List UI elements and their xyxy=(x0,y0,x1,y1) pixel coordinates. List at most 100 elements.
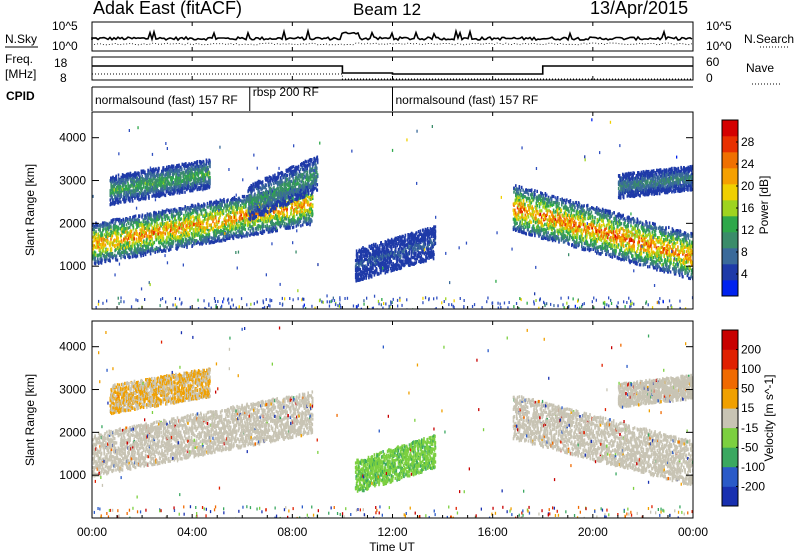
power-cell xyxy=(166,208,168,212)
power-cell xyxy=(194,186,197,190)
power-cell xyxy=(201,204,203,208)
power-cell xyxy=(294,209,297,213)
power-cell xyxy=(285,197,287,201)
power-cell xyxy=(128,191,131,195)
power-cell xyxy=(258,195,260,199)
power-cell xyxy=(109,252,111,256)
power-cell xyxy=(183,219,185,223)
power-cell xyxy=(214,216,217,220)
power-cell xyxy=(208,241,211,245)
power-cell xyxy=(240,209,242,214)
power-cell xyxy=(125,236,127,240)
power-cell xyxy=(269,211,271,215)
power-cell xyxy=(111,188,113,192)
power-cell xyxy=(227,236,229,240)
cpid-segment-label: normalsound (fast) 157 RF xyxy=(396,93,539,107)
power-cell xyxy=(149,179,151,183)
power-cell xyxy=(121,250,124,255)
power-cell xyxy=(225,237,228,241)
power-cell xyxy=(153,231,155,235)
power-cell xyxy=(301,195,303,199)
power-cell xyxy=(152,249,155,253)
power-cell xyxy=(212,226,215,230)
power-cell xyxy=(97,257,99,261)
power-cell xyxy=(139,232,142,236)
power-cell xyxy=(181,207,184,211)
power-cell xyxy=(118,194,120,198)
power-cell xyxy=(124,200,127,204)
power-cell xyxy=(143,181,145,185)
power-cell xyxy=(179,223,182,227)
power-cell xyxy=(288,173,291,177)
power-cell xyxy=(162,169,164,173)
power-cell xyxy=(219,225,222,229)
power-cell xyxy=(131,252,134,256)
power-cell xyxy=(188,184,191,188)
power-cell xyxy=(131,195,133,200)
power-cell xyxy=(211,215,214,219)
power-cell xyxy=(304,216,306,220)
power-cell xyxy=(242,195,245,199)
power-cell xyxy=(216,223,218,227)
power-cell xyxy=(110,180,112,184)
power-cell xyxy=(121,187,124,191)
power-cell xyxy=(155,216,157,220)
power-cell xyxy=(248,217,250,221)
power-cell xyxy=(172,213,174,217)
power-cell xyxy=(101,251,104,255)
power-cell xyxy=(182,232,184,236)
power-cell xyxy=(230,219,232,223)
power-cell xyxy=(130,221,133,225)
power-cell xyxy=(172,180,174,185)
power-cell xyxy=(198,206,201,210)
power-cell xyxy=(256,218,259,222)
power-cell xyxy=(266,219,269,223)
power-cell xyxy=(306,203,309,207)
power-cell xyxy=(213,230,215,234)
power-cell xyxy=(278,172,280,176)
power-cell xyxy=(192,208,194,213)
power-cell xyxy=(116,194,119,198)
power-cell xyxy=(276,183,279,187)
power-cell xyxy=(280,181,282,185)
power-cell xyxy=(291,194,294,198)
power-cell xyxy=(133,179,135,183)
power-cell xyxy=(231,225,233,229)
power-cell xyxy=(175,174,178,178)
power-cell xyxy=(242,200,244,204)
power-cell xyxy=(130,250,133,254)
power-cell xyxy=(201,176,204,181)
power-cell xyxy=(150,234,152,238)
power-cell xyxy=(98,246,101,250)
power-cell xyxy=(261,221,264,225)
power-cell xyxy=(158,210,160,214)
power-cell xyxy=(180,237,183,241)
power-cell xyxy=(271,195,274,199)
power-cell xyxy=(185,181,187,185)
power-cell xyxy=(146,225,148,229)
power-cell xyxy=(178,235,180,239)
power-cell xyxy=(274,207,277,211)
power-cell xyxy=(271,219,273,223)
power-cell xyxy=(146,180,148,184)
power-cell xyxy=(281,173,283,177)
power-cell xyxy=(159,238,162,242)
power-cell xyxy=(257,191,259,195)
power-cell xyxy=(132,215,134,219)
power-cell xyxy=(291,221,293,225)
power-cell xyxy=(148,241,151,245)
power-cell xyxy=(202,239,205,243)
power-cell xyxy=(255,200,257,204)
power-cell xyxy=(292,219,294,223)
power-cell xyxy=(285,203,287,207)
power-cell xyxy=(139,228,141,232)
power-cell xyxy=(266,215,269,219)
power-cell xyxy=(311,195,314,199)
power-cell xyxy=(292,196,294,200)
power-cell xyxy=(241,222,244,226)
power-cell xyxy=(207,168,209,172)
power-cell xyxy=(270,208,272,212)
power-cell xyxy=(234,218,237,222)
power-cell xyxy=(174,226,176,231)
power-cell xyxy=(256,205,259,210)
